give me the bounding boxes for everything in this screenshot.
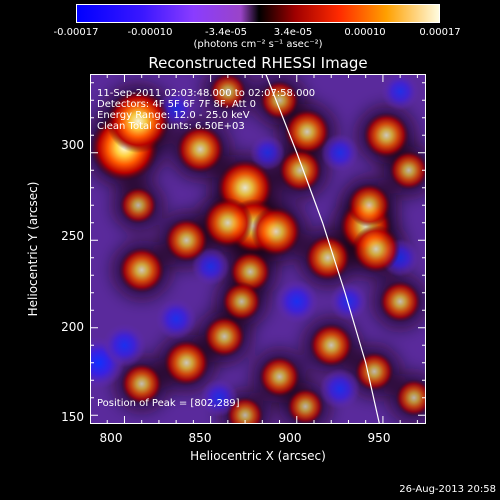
y-tick-label: 250 xyxy=(61,229,84,243)
info-peak-position: Position of Peak = [802,289] xyxy=(97,398,240,409)
colorbar-unit: (photons cm⁻² s⁻¹ asec⁻²) xyxy=(193,39,323,50)
colorbar-tick: 0.00010 xyxy=(344,27,386,38)
hot-spot xyxy=(203,315,246,358)
hot-spot xyxy=(163,339,210,386)
hot-spot xyxy=(221,281,262,322)
hot-spot xyxy=(363,112,410,159)
heatmap-plot xyxy=(90,74,426,424)
timestamp: 26-Aug-2013 20:58 xyxy=(399,484,496,495)
cold-spot xyxy=(102,323,147,368)
colorbar-tick: -0.00010 xyxy=(127,27,173,38)
colorbar-tick: -0.00017 xyxy=(53,27,99,38)
cold-spot xyxy=(274,279,319,324)
cold-spot xyxy=(155,298,197,340)
hot-spot xyxy=(250,206,302,257)
info-detectors: Detectors: 4F 5F 6F 7F 8F, Att 0 xyxy=(97,99,257,110)
cold-spot xyxy=(249,135,286,171)
y-tick-label: 150 xyxy=(61,410,84,424)
hot-spot xyxy=(258,355,301,398)
hot-spot xyxy=(347,183,392,228)
hot-spot xyxy=(226,396,264,424)
hot-spot xyxy=(176,125,225,174)
info-energy-range: Energy Range: 12.0 - 25.0 keV xyxy=(97,110,250,121)
hot-spot xyxy=(120,362,163,405)
colorbar-tick: 3.4e-05 xyxy=(273,27,313,38)
hot-spot xyxy=(379,280,421,323)
hot-spot xyxy=(209,74,247,111)
info-counts: Clean Total counts: 6.50E+03 xyxy=(97,121,245,132)
cold-spot xyxy=(381,74,420,111)
x-axis-label: Heliocentric X (arcsec) xyxy=(190,449,326,463)
hot-spot xyxy=(309,323,354,368)
colorbar-tick: 0.00017 xyxy=(419,27,461,38)
hot-spot xyxy=(304,234,351,281)
hot-spot xyxy=(354,351,395,392)
y-tick-label: 200 xyxy=(61,320,84,334)
cold-spot xyxy=(319,368,361,410)
hot-spot xyxy=(284,108,331,155)
x-tick-label: 900 xyxy=(278,431,302,445)
hot-spot xyxy=(164,218,209,263)
hot-spot xyxy=(389,150,426,190)
x-tick-label: 950 xyxy=(367,431,391,445)
hot-spot xyxy=(278,148,323,193)
hot-spot xyxy=(351,224,401,274)
cold-spot xyxy=(329,282,368,321)
x-tick-label: 800 xyxy=(99,431,123,445)
cold-spot xyxy=(320,133,359,172)
hot-spot xyxy=(202,197,254,248)
plot-frame xyxy=(90,74,426,424)
hot-spot xyxy=(118,247,165,293)
x-tick-label: 850 xyxy=(188,431,212,445)
y-axis-label: Heliocentric Y (arcsec) xyxy=(26,181,40,317)
info-time-range: 11-Sep-2011 02:03:48.000 to 02:07:58.000 xyxy=(97,88,316,99)
colorbar xyxy=(76,4,440,23)
solar-limb-curve xyxy=(265,74,381,424)
chart-title: Reconstructed RHESSI Image xyxy=(148,54,368,72)
cold-spot xyxy=(191,247,230,286)
hot-spot xyxy=(259,80,300,120)
hot-spot xyxy=(119,186,157,224)
hot-spot xyxy=(395,379,426,417)
y-tick-label: 300 xyxy=(61,138,84,152)
hot-spot xyxy=(286,387,324,424)
colorbar-tick: -3.4e-05 xyxy=(205,27,247,38)
hot-spot xyxy=(106,89,171,154)
